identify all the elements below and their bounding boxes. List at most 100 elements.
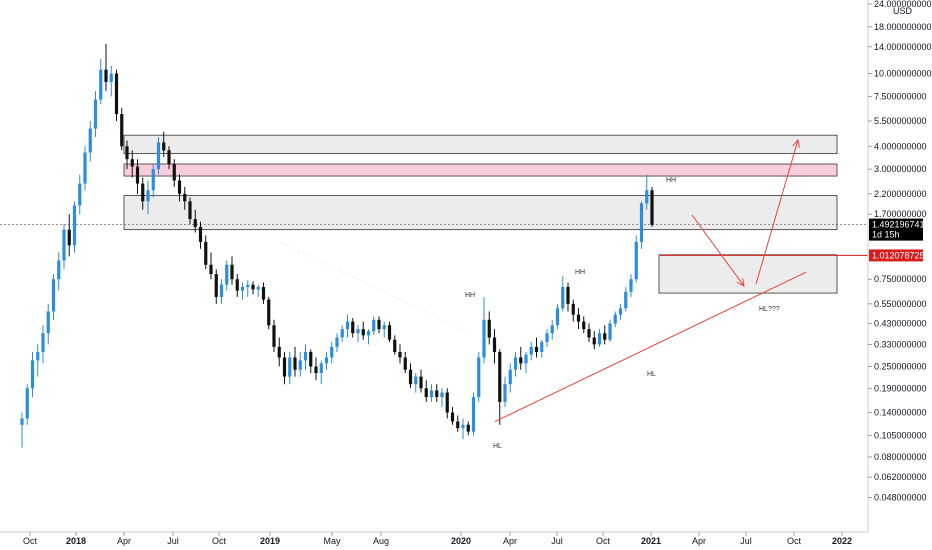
candle — [403, 351, 407, 374]
candle-body — [41, 333, 45, 352]
candle — [471, 392, 476, 436]
time-axis[interactable]: Oct 2018 Apr Jul Oct 2019 May Aug 2020 Apr Jul Oct 2… — [23, 532, 852, 546]
candle — [57, 252, 61, 291]
y-tick-label: 0.140000000 — [874, 408, 927, 418]
candle-body — [466, 424, 470, 432]
candle-body — [125, 146, 129, 160]
candle — [587, 323, 591, 343]
candle-body — [550, 325, 554, 334]
candle — [540, 339, 544, 358]
candle — [172, 159, 176, 187]
candle — [482, 296, 486, 364]
candle — [303, 344, 308, 370]
candle — [114, 69, 119, 121]
x-tick-label: Jul — [167, 536, 179, 546]
x-tick-label: Oct — [23, 536, 38, 546]
zone-gray-2 — [123, 195, 838, 231]
candle-body — [235, 279, 239, 291]
trendline-touch — [649, 304, 660, 345]
candle — [188, 197, 192, 225]
candle — [293, 346, 297, 377]
candle — [597, 329, 602, 347]
candle — [235, 274, 239, 297]
x-tick-label: 2019 — [260, 536, 280, 546]
candle — [613, 311, 617, 328]
candle — [214, 269, 218, 304]
candle-body — [440, 392, 444, 398]
x-tick-label: May — [323, 536, 341, 546]
candle-body — [592, 337, 596, 345]
candle — [629, 274, 633, 297]
candle-body — [130, 159, 134, 167]
candle-body — [309, 351, 313, 367]
candle — [193, 209, 197, 233]
annotation-hh: HH — [465, 292, 475, 299]
candle — [414, 373, 418, 393]
candle-body — [387, 325, 392, 340]
x-tick-label: 2018 — [66, 536, 86, 546]
candle — [498, 349, 502, 425]
candle — [603, 325, 607, 345]
candle-body — [204, 241, 208, 265]
candle — [550, 319, 554, 340]
candle-body — [377, 319, 381, 330]
candle — [225, 260, 229, 291]
candle — [529, 342, 533, 361]
down-arrow — [691, 214, 745, 287]
candle — [62, 224, 66, 270]
y-tick-label: 2.200000000 — [874, 189, 927, 199]
candle — [251, 281, 255, 295]
ascending-trendline — [494, 271, 807, 422]
candle-body — [566, 287, 570, 304]
candle — [72, 201, 77, 253]
candle — [487, 311, 491, 345]
candle — [256, 284, 260, 297]
candle-body — [435, 390, 439, 398]
candle — [36, 344, 40, 377]
x-tick-label: 2020 — [451, 536, 471, 546]
candle-body — [277, 346, 281, 358]
candle — [545, 329, 549, 347]
support-level-tag: 1.012078725 — [869, 249, 925, 262]
candle-body — [597, 333, 602, 345]
candle — [99, 59, 103, 105]
candle-body — [477, 357, 481, 398]
zone-gray-3 — [658, 254, 838, 294]
candle-body — [508, 369, 512, 385]
candle-body — [230, 264, 234, 280]
candle-body — [351, 321, 355, 334]
candle-body — [561, 287, 565, 309]
candle-body — [172, 164, 176, 181]
y-tick-label: 24.000000000 — [874, 0, 932, 9]
candle-body — [330, 346, 334, 358]
candle — [219, 279, 224, 304]
y-tick-label: 0.750000000 — [874, 274, 927, 284]
annotation-hl: HL — [493, 443, 502, 450]
candles-layer — [20, 44, 654, 448]
candle — [576, 308, 581, 330]
candle — [440, 388, 444, 408]
candle — [282, 351, 287, 385]
candle-body — [209, 264, 213, 275]
price-axis[interactable]: 24.000000000 18.000000000 14.000000000 10.0… — [868, 0, 932, 503]
candle — [109, 65, 113, 97]
candle-body — [83, 152, 87, 184]
x-tick-label: Aug — [373, 536, 389, 546]
candle-body — [282, 357, 287, 377]
annotation-hl: HL — [647, 371, 656, 378]
candle-body — [162, 142, 166, 151]
candle — [272, 319, 276, 352]
candle-body — [382, 325, 386, 330]
candle — [198, 221, 203, 249]
candle-body — [141, 183, 145, 202]
candle-body — [645, 190, 649, 204]
candle-body — [177, 180, 182, 194]
candle-body — [545, 333, 549, 343]
candle — [319, 360, 323, 385]
y-tick-label: 0.080000000 — [874, 452, 927, 462]
candle-body — [576, 314, 581, 322]
candle-body — [25, 388, 29, 419]
candle-body — [183, 193, 187, 202]
candle — [466, 421, 470, 436]
